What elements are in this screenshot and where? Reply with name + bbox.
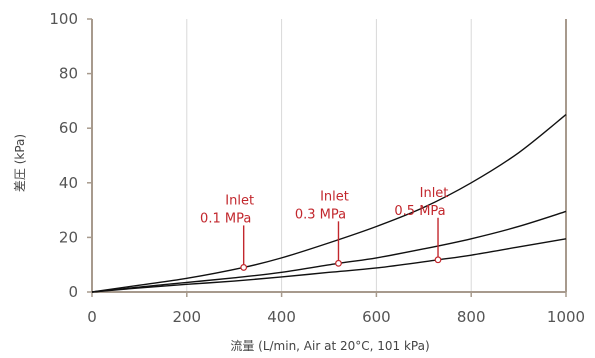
annotation-label-line2: 0.5 MPa: [394, 204, 445, 219]
annotation-marker-1: [240, 264, 248, 271]
series-line-1: [91, 114, 567, 293]
y-tick-label: 40: [59, 174, 78, 192]
x-tick-label: 1000: [547, 308, 585, 326]
y-tick-labels: 0 20 40 60 80 100: [49, 10, 78, 301]
x-tick-labels: 0 200 400 600 800 1000: [87, 308, 585, 326]
axes: [87, 18, 567, 297]
x-tick-label: 200: [172, 308, 201, 326]
annotation-marker-2: [335, 259, 342, 267]
annotation-label-line2: 0.3 MPa: [295, 207, 346, 222]
x-tick-label: 600: [362, 308, 391, 326]
grid-lines: [186, 19, 472, 292]
annotation-label-line1: Inlet: [320, 189, 349, 204]
annotation-marker-3: [434, 256, 442, 264]
y-tick-label: 60: [59, 119, 78, 137]
y-tick-label: 80: [59, 65, 78, 83]
annotation-label-line2: 0.1 MPa: [200, 211, 251, 226]
y-tick-label: 20: [59, 228, 78, 246]
annotation-label-line1: Inlet: [420, 186, 449, 201]
x-axis-title: 流量 (L/min, Air at 20°C, 101 kPa): [230, 339, 429, 353]
x-tick-label: 400: [267, 308, 296, 326]
y-axis-title: 差圧 (kPa): [13, 134, 27, 192]
y-tick-label: 0: [68, 283, 78, 301]
x-tick-label: 0: [87, 308, 97, 326]
series-line-3: [91, 238, 567, 293]
y-tick-label: 100: [49, 10, 78, 28]
x-tick-label: 800: [457, 308, 486, 326]
annotations: Inlet 0.1 MPa Inlet 0.3 MPa Inlet 0.5 MPa: [200, 186, 449, 271]
annotation-label-line1: Inlet: [225, 193, 254, 208]
